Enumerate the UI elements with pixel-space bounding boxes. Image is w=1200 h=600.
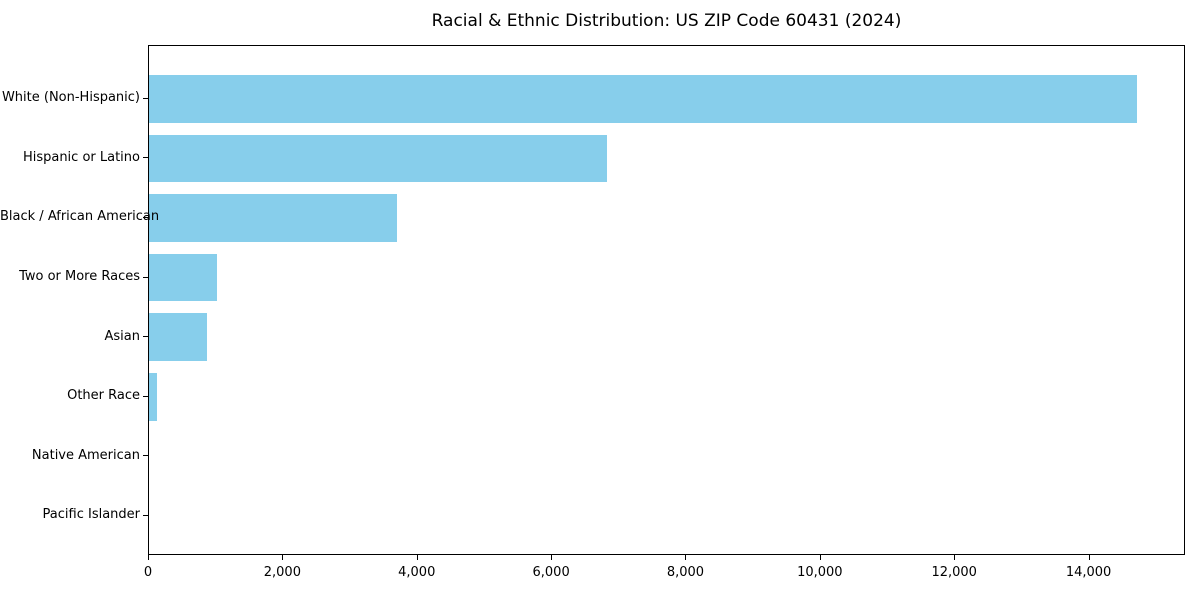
y-tick-label: Hispanic or Latino bbox=[22, 149, 140, 165]
y-tick-mark bbox=[143, 514, 148, 516]
y-tick-label: Two or More Races bbox=[19, 269, 140, 285]
bar-asian bbox=[149, 313, 207, 361]
x-tick-mark bbox=[416, 555, 418, 560]
y-tick-mark bbox=[143, 276, 148, 278]
x-tick-mark bbox=[148, 555, 149, 560]
y-tick-mark bbox=[143, 157, 148, 159]
bar-white-non-hispanic bbox=[149, 75, 1137, 123]
x-tick-label: 14,000 bbox=[1065, 565, 1112, 580]
y-tick-label: Pacific Islander bbox=[42, 507, 140, 523]
y-tick-mark bbox=[143, 97, 148, 99]
bar-two-or-more-races bbox=[149, 253, 217, 302]
y-tick-label: Black / African American bbox=[0, 209, 160, 225]
bar-other-race bbox=[149, 373, 158, 421]
x-tick-mark bbox=[282, 555, 284, 560]
y-tick-mark bbox=[143, 455, 148, 457]
x-tick-mark bbox=[954, 555, 956, 560]
x-tick-label: 8,000 bbox=[666, 565, 705, 580]
bar-black-african-american bbox=[149, 194, 397, 242]
y-tick-label: Asian bbox=[104, 328, 140, 344]
x-tick-label: 12,000 bbox=[931, 565, 977, 580]
x-tick-label: 10,000 bbox=[797, 565, 843, 580]
bar-hispanic-or-latino bbox=[149, 134, 608, 183]
x-tick-label: 6,000 bbox=[532, 565, 570, 580]
x-tick-mark bbox=[551, 555, 553, 560]
chart-title: Racial & Ethnic Distribution: US ZIP Cod… bbox=[431, 11, 902, 31]
y-tick-label: Native American bbox=[31, 447, 140, 463]
y-tick-mark bbox=[143, 336, 148, 338]
x-tick-mark bbox=[1088, 555, 1090, 560]
x-tick-label: 4,000 bbox=[398, 565, 436, 580]
x-tick-label: 2,000 bbox=[263, 565, 301, 580]
x-tick-mark bbox=[819, 555, 821, 560]
x-tick-mark bbox=[685, 555, 687, 560]
x-tick-label: 0 bbox=[143, 565, 153, 580]
y-tick-label: Other Race bbox=[67, 388, 140, 404]
y-tick-mark bbox=[143, 216, 148, 218]
y-tick-label: White (Non-Hispanic) bbox=[1, 90, 140, 106]
plot-area bbox=[148, 45, 1185, 555]
y-tick-mark bbox=[143, 395, 148, 397]
